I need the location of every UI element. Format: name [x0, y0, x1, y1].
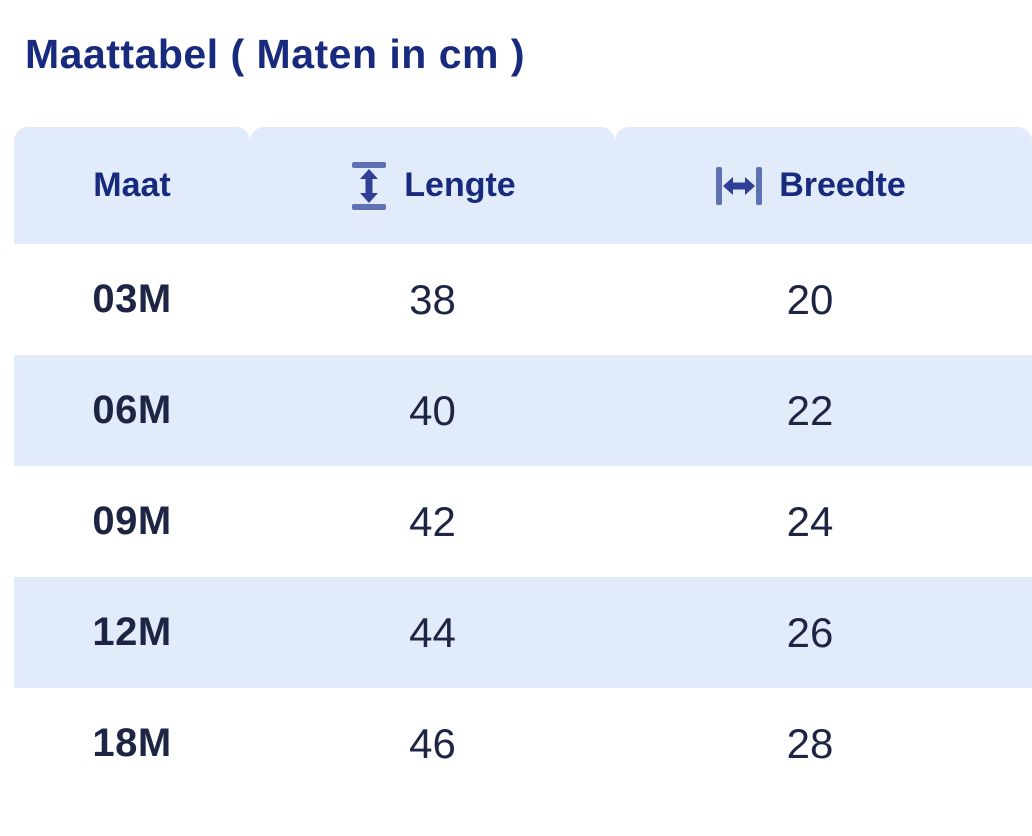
width-value: 22 — [786, 386, 834, 434]
page-title: Maattabel ( Maten in cm ) — [25, 31, 526, 77]
length-value: 42 — [409, 497, 456, 545]
size-value: 03M — [92, 277, 172, 321]
table-row: 09M 42 24 — [14, 466, 1032, 577]
size-value: 09M — [92, 499, 172, 543]
length-value: 44 — [409, 608, 456, 656]
height-measure-icon — [349, 160, 389, 212]
length-value: 46 — [409, 719, 456, 767]
column-header-maat-label: Maat — [93, 166, 171, 204]
width-measure-icon — [714, 164, 764, 208]
column-header-breedte-label: Breedte — [779, 166, 906, 204]
table-header-row: Maat Lengte — [14, 127, 1032, 244]
width-value: 24 — [786, 497, 834, 545]
table-row: 12M 44 26 — [14, 577, 1032, 688]
size-value: 06M — [92, 388, 172, 432]
column-header-breedte: Breedte — [615, 127, 1032, 244]
length-value: 38 — [409, 275, 456, 323]
size-value: 12M — [92, 610, 172, 654]
table-row: 18M 46 28 — [14, 688, 1032, 799]
width-value: 28 — [786, 719, 834, 767]
column-header-lengte-label: Lengte — [404, 166, 516, 204]
size-value: 18M — [92, 721, 172, 765]
column-header-maat: Maat — [14, 127, 250, 244]
width-value: 20 — [786, 275, 834, 323]
length-value: 40 — [409, 386, 456, 434]
column-header-lengte: Lengte — [250, 127, 615, 244]
size-table: Maat Lengte — [14, 127, 1032, 799]
table-row: 03M 38 20 — [14, 244, 1032, 355]
width-value: 26 — [786, 608, 834, 656]
table-row: 06M 40 22 — [14, 355, 1032, 466]
